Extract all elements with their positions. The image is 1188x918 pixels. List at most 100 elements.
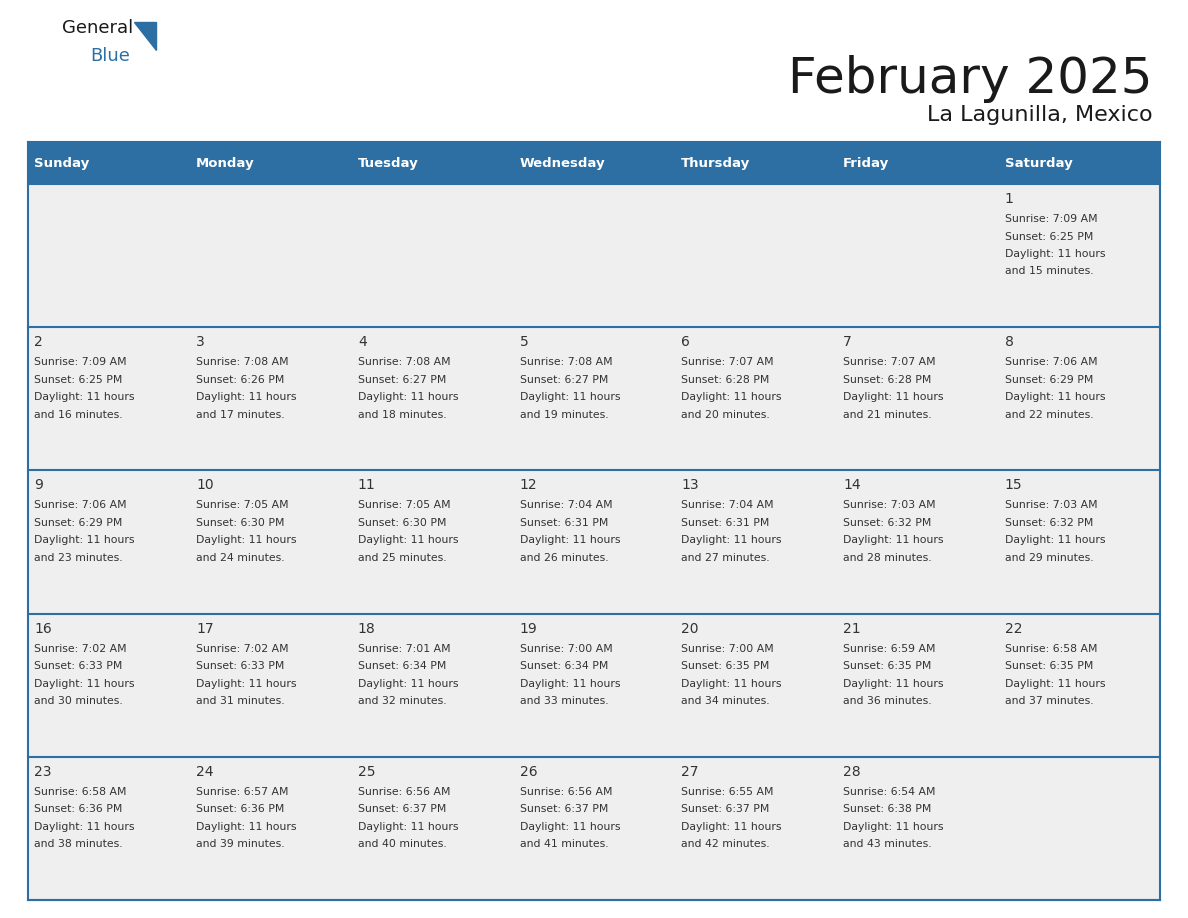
Text: Sunset: 6:26 PM: Sunset: 6:26 PM [196,375,285,385]
Text: Daylight: 11 hours: Daylight: 11 hours [1005,678,1105,688]
Text: Daylight: 11 hours: Daylight: 11 hours [843,392,943,402]
Bar [190,756,352,900]
Text: 15: 15 [1005,478,1023,492]
Text: Sunrise: 7:01 AM: Sunrise: 7:01 AM [358,644,450,654]
Text: 17: 17 [196,621,214,635]
Text: Daylight: 11 hours: Daylight: 11 hours [196,822,297,832]
Text: Daylight: 11 hours: Daylight: 11 hours [358,678,459,688]
Text: 24: 24 [196,765,214,778]
Bar [836,613,998,756]
Text: Sunset: 6:29 PM: Sunset: 6:29 PM [34,518,122,528]
Bar [998,470,1159,613]
Bar [29,613,190,756]
Text: and 40 minutes.: and 40 minutes. [358,839,447,849]
Text: General: General [62,19,133,37]
Text: Daylight: 11 hours: Daylight: 11 hours [519,392,620,402]
Text: Tuesday: Tuesday [358,156,418,170]
Text: Daylight: 11 hours: Daylight: 11 hours [519,678,620,688]
Bar [675,470,836,613]
Text: Sunrise: 7:04 AM: Sunrise: 7:04 AM [519,500,612,510]
Text: 26: 26 [519,765,537,778]
Text: Friday: Friday [843,156,890,170]
Text: Sunrise: 7:00 AM: Sunrise: 7:00 AM [682,644,775,654]
Text: 7: 7 [843,335,852,349]
Text: Sunset: 6:25 PM: Sunset: 6:25 PM [1005,231,1093,241]
Bar [513,327,675,470]
Text: 12: 12 [519,478,537,492]
Text: Sunset: 6:35 PM: Sunset: 6:35 PM [1005,661,1093,671]
Text: and 41 minutes.: and 41 minutes. [519,839,608,849]
Text: Daylight: 11 hours: Daylight: 11 hours [358,822,459,832]
Text: Daylight: 11 hours: Daylight: 11 hours [519,535,620,545]
Text: 23: 23 [34,765,52,778]
Bar [998,613,1159,756]
Text: 1: 1 [1005,192,1013,206]
Text: 5: 5 [519,335,529,349]
Text: February 2025: February 2025 [789,55,1154,103]
Text: 3: 3 [196,335,206,349]
Text: Sunset: 6:36 PM: Sunset: 6:36 PM [34,804,122,814]
Text: and 26 minutes.: and 26 minutes. [519,553,608,563]
Text: Daylight: 11 hours: Daylight: 11 hours [1005,392,1105,402]
Text: Sunset: 6:30 PM: Sunset: 6:30 PM [358,518,447,528]
Text: Sunset: 6:34 PM: Sunset: 6:34 PM [519,661,608,671]
Text: Sunset: 6:27 PM: Sunset: 6:27 PM [519,375,608,385]
Text: Daylight: 11 hours: Daylight: 11 hours [843,535,943,545]
Text: and 31 minutes.: and 31 minutes. [196,696,285,706]
Text: and 25 minutes.: and 25 minutes. [358,553,447,563]
Text: Daylight: 11 hours: Daylight: 11 hours [843,678,943,688]
Bar [513,756,675,900]
Text: Daylight: 11 hours: Daylight: 11 hours [682,392,782,402]
Text: and 18 minutes.: and 18 minutes. [358,409,447,420]
Text: Sunrise: 7:08 AM: Sunrise: 7:08 AM [358,357,450,367]
Text: and 19 minutes.: and 19 minutes. [519,409,608,420]
Text: Sunrise: 7:02 AM: Sunrise: 7:02 AM [34,644,127,654]
Text: Wednesday: Wednesday [519,156,605,170]
Text: Sunset: 6:30 PM: Sunset: 6:30 PM [196,518,285,528]
Bar [675,756,836,900]
Text: Sunrise: 7:05 AM: Sunrise: 7:05 AM [196,500,289,510]
Text: Sunset: 6:28 PM: Sunset: 6:28 PM [682,375,770,385]
Text: Daylight: 11 hours: Daylight: 11 hours [1005,249,1105,259]
Text: 19: 19 [519,621,537,635]
Text: Sunrise: 7:07 AM: Sunrise: 7:07 AM [843,357,936,367]
Text: Saturday: Saturday [1005,156,1073,170]
Text: Sunrise: 6:58 AM: Sunrise: 6:58 AM [1005,644,1098,654]
Text: 13: 13 [682,478,699,492]
Text: Sunrise: 7:06 AM: Sunrise: 7:06 AM [34,500,127,510]
Text: Sunrise: 7:00 AM: Sunrise: 7:00 AM [519,644,612,654]
Bar [998,756,1159,900]
Text: Daylight: 11 hours: Daylight: 11 hours [682,678,782,688]
Text: Sunset: 6:32 PM: Sunset: 6:32 PM [843,518,931,528]
Text: Sunrise: 6:57 AM: Sunrise: 6:57 AM [196,787,289,797]
Bar [29,142,1159,184]
Text: Sunrise: 6:56 AM: Sunrise: 6:56 AM [358,787,450,797]
Text: 18: 18 [358,621,375,635]
Text: and 29 minutes.: and 29 minutes. [1005,553,1093,563]
Bar [998,184,1159,327]
Text: Sunset: 6:35 PM: Sunset: 6:35 PM [843,661,931,671]
Bar [836,184,998,327]
Bar [352,613,513,756]
Bar [513,470,675,613]
Text: Sunset: 6:25 PM: Sunset: 6:25 PM [34,375,122,385]
Text: Sunday: Sunday [34,156,90,170]
Bar [29,470,190,613]
Text: Daylight: 11 hours: Daylight: 11 hours [196,678,297,688]
Text: Daylight: 11 hours: Daylight: 11 hours [34,535,135,545]
Bar [352,184,513,327]
Text: Sunrise: 7:09 AM: Sunrise: 7:09 AM [34,357,127,367]
Text: and 43 minutes.: and 43 minutes. [843,839,931,849]
Text: and 15 minutes.: and 15 minutes. [1005,266,1093,276]
Text: Sunrise: 6:59 AM: Sunrise: 6:59 AM [843,644,935,654]
Text: Daylight: 11 hours: Daylight: 11 hours [1005,535,1105,545]
Text: Sunset: 6:29 PM: Sunset: 6:29 PM [1005,375,1093,385]
Text: Sunrise: 6:55 AM: Sunrise: 6:55 AM [682,787,773,797]
Text: 2: 2 [34,335,43,349]
Text: Sunset: 6:37 PM: Sunset: 6:37 PM [682,804,770,814]
Bar [190,613,352,756]
Text: and 34 minutes.: and 34 minutes. [682,696,770,706]
Text: Sunrise: 7:03 AM: Sunrise: 7:03 AM [1005,500,1098,510]
Text: 10: 10 [196,478,214,492]
Text: Sunset: 6:33 PM: Sunset: 6:33 PM [34,661,122,671]
